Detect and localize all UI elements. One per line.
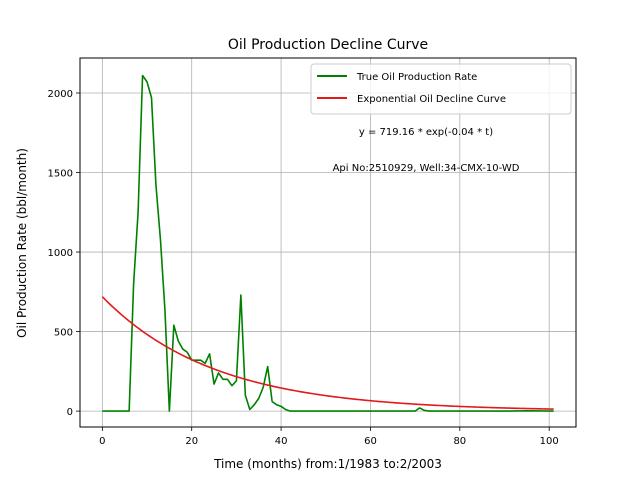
y-tick-label: 0: [67, 407, 73, 418]
legend-box: [310, 63, 572, 115]
y-axis-label: Oil Production Rate (bbl/month): [15, 148, 29, 338]
plot-frame: [79, 57, 577, 428]
well-annotation: Api No:2510929, Well:34-CMX-10-WD: [333, 163, 520, 174]
equation-annotation: y = 719.16 * exp(-0.04 * t): [359, 127, 493, 138]
series-line-decline-curve: [101, 296, 554, 410]
x-tick-label: 0: [99, 436, 105, 447]
y-tick-label: 1000: [48, 248, 73, 259]
x-tick-label: 80: [453, 436, 466, 447]
x-tick-label: 40: [275, 436, 288, 447]
y-tick-label: 1500: [48, 169, 73, 180]
x-axis-label: Time (months) from:1/1983 to:2/2003: [213, 457, 442, 471]
x-tick-label: 60: [364, 436, 377, 447]
legend: True Oil Production Rate Exponential Oil…: [310, 63, 572, 115]
x-tick-label: 20: [185, 436, 198, 447]
series-layer: [101, 74, 554, 412]
legend-label-true-rate: True Oil Production Rate: [356, 72, 477, 83]
series-line-true-rate: [102, 74, 554, 412]
x-tick-label: 100: [540, 436, 559, 447]
legend-label-decline-curve: Exponential Oil Decline Curve: [357, 94, 506, 105]
y-tick-label: 500: [54, 328, 73, 339]
y-tick-label: 2000: [48, 89, 73, 100]
chart-title: Oil Production Decline Curve: [228, 37, 428, 53]
